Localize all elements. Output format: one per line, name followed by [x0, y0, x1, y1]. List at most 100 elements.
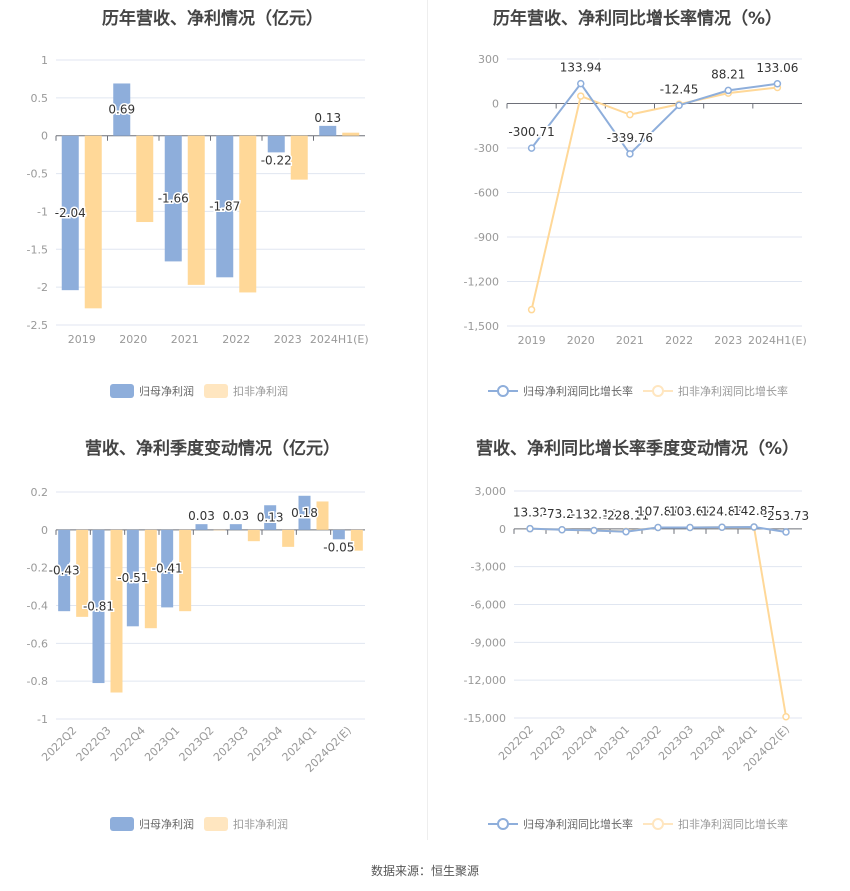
- line-net-profit-growth: [530, 81, 778, 156]
- x-tick-label: 2019: [68, 333, 96, 346]
- bar-deducted-net-profit: [179, 529, 192, 612]
- y-tick-label: -2: [37, 281, 48, 294]
- data-label: 0.03: [188, 509, 215, 523]
- data-label: 103.67: [669, 505, 711, 519]
- bar-net-profit: [267, 135, 285, 153]
- y-tick-label: -300: [474, 142, 499, 155]
- line-deducted-growth: [529, 526, 787, 717]
- data-label: 0.03: [222, 509, 249, 523]
- bar-net-profit: [92, 529, 105, 684]
- y-tick-label: 300: [478, 53, 499, 66]
- data-label: 0.18: [291, 506, 318, 520]
- data-label: -0.43: [49, 564, 80, 578]
- legend-label: 扣非净利润: [233, 818, 288, 831]
- bar-net-profit: [161, 529, 174, 608]
- legend-item-deducted-growth[interactable]: 扣非净利润同比增长率: [643, 383, 788, 399]
- data-point: [782, 528, 790, 536]
- data-label: 0.13: [257, 511, 284, 525]
- legend-item-deducted[interactable]: 扣非净利润: [204, 816, 288, 832]
- y-tick-label: 0: [41, 130, 48, 143]
- y-tick-label: -2.5: [27, 319, 48, 332]
- data-label: -0.05: [323, 540, 354, 554]
- data-point: [675, 101, 683, 110]
- data-label: -12.45: [660, 82, 699, 96]
- legend-line-icon: [643, 817, 673, 831]
- data-label: 0.13: [314, 111, 341, 125]
- x-tick-label: 2020: [119, 333, 147, 346]
- legend-item-net-profit[interactable]: 归母净利润: [110, 383, 194, 399]
- bar-deducted-net-profit: [316, 501, 329, 530]
- y-tick-label: -12,000: [464, 674, 506, 687]
- legend-label: 归母净利润同比增长率: [523, 385, 633, 398]
- x-tick-label: 2023Q4: [245, 724, 285, 764]
- legend-label: 扣非净利润: [233, 385, 288, 398]
- legend-quarterly-growth: 归母净利润同比增长率 扣非净利润同比增长率: [488, 816, 788, 832]
- y-tick-label: 3,000: [475, 485, 507, 498]
- line-deducted-growth: [530, 86, 778, 310]
- y-tick-label: -900: [474, 231, 499, 244]
- legend-item-deducted[interactable]: 扣非净利润: [204, 383, 288, 399]
- y-tick-label: -0.8: [27, 675, 48, 688]
- x-tick-label: 2021: [171, 333, 199, 346]
- data-label: -253.73: [763, 509, 809, 523]
- chart-title-quarterly-profit: 营收、净利季度变动情况（亿元）: [85, 439, 340, 459]
- legend-label: 扣非净利润同比增长率: [678, 385, 788, 398]
- legend-item-net-profit-growth[interactable]: 归母净利润同比增长率: [488, 383, 633, 399]
- y-tick-label: -6,000: [471, 599, 506, 612]
- bar-deducted-net-profit: [76, 529, 89, 617]
- legend-label: 扣非净利润同比增长率: [678, 818, 788, 831]
- panel-divider: [427, 0, 428, 840]
- data-point: [724, 86, 732, 95]
- bar-net-profit: [113, 83, 131, 136]
- data-label: 13.32: [513, 506, 547, 520]
- legend-item-net-profit-growth[interactable]: 归母净利润同比增长率: [488, 816, 633, 832]
- y-tick-label: -0.6: [27, 637, 48, 650]
- legend-swatch-icon: [204, 384, 228, 398]
- data-label: -300.71: [508, 125, 554, 139]
- legend-item-deducted-growth[interactable]: 扣非净利润同比增长率: [643, 816, 788, 832]
- data-label: -0.41: [152, 562, 183, 576]
- x-tick-label: 2022: [665, 334, 693, 347]
- data-point: [526, 524, 534, 533]
- chart-title-quarterly-growth: 营收、净利同比增长率季度变动情况（%）: [475, 439, 800, 459]
- bar-net-profit: [332, 529, 345, 540]
- chart-title-annual-profit: 历年营收、净利情况（亿元）: [102, 9, 323, 29]
- data-point: [527, 144, 536, 152]
- data-label: 107.87: [637, 504, 679, 518]
- bar-net-profit: [319, 125, 337, 136]
- data-label: -0.22: [261, 153, 292, 167]
- y-tick-label: 0: [492, 98, 499, 111]
- y-tick-label: 0: [41, 524, 48, 537]
- x-tick-label: 2022Q2: [39, 724, 79, 764]
- y-tick-label: -0.5: [27, 168, 48, 181]
- bar-deducted-net-profit: [110, 529, 123, 693]
- x-tick-label: 2023: [274, 333, 302, 346]
- data-label: -339.76: [607, 131, 653, 145]
- data-point: [590, 526, 598, 535]
- data-label: 88.21: [711, 67, 745, 81]
- bar-net-profit: [216, 135, 234, 278]
- data-point: [654, 523, 662, 532]
- data-point: [626, 150, 634, 158]
- x-tick-label: 2020: [567, 334, 595, 347]
- bar-deducted-net-profit: [144, 529, 157, 629]
- data-point: [750, 523, 758, 531]
- x-tick-label: 2023Q3: [211, 724, 251, 764]
- data-point: [686, 523, 694, 532]
- legend-label: 归母净利润: [139, 385, 194, 398]
- legend-annual-profit: 归母净利润 扣非净利润: [110, 383, 288, 399]
- x-tick-label: 2024H1(E): [748, 334, 807, 347]
- data-source: 数据来源：恒生聚源: [370, 864, 479, 878]
- bar-net-profit: [229, 524, 242, 530]
- x-tick-label: 2023Q2: [177, 724, 217, 764]
- y-tick-label: -1: [37, 713, 48, 726]
- data-label: -228.11: [603, 509, 649, 523]
- legend-item-net-profit[interactable]: 归母净利润: [110, 816, 194, 832]
- data-label: 133.94: [560, 61, 602, 75]
- data-point: [718, 523, 726, 532]
- y-tick-label: -1.5: [27, 243, 48, 256]
- y-tick-label: 0.2: [31, 486, 49, 499]
- y-tick-label: 1: [41, 54, 48, 67]
- bar-deducted-net-profit: [290, 135, 308, 180]
